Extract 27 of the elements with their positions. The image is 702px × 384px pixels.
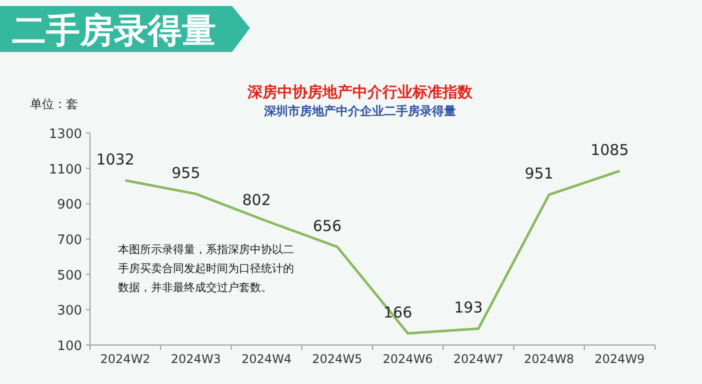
y-tick-label: 100 xyxy=(57,339,82,354)
x-tick-label: 2024W6 xyxy=(382,352,433,366)
chart-subtitle: 深房中协房地产中介行业标准指数 xyxy=(246,83,474,101)
data-label: 802 xyxy=(242,190,271,209)
data-label: 1032 xyxy=(96,150,134,168)
x-tick-label: 2024W8 xyxy=(524,352,574,366)
annotation: 本图所示录得量，系指深房中协以二手房买卖合同发起时间为口径统计的数据，并非最终成交过户套数。 xyxy=(118,243,294,294)
y-tick-label: 500 xyxy=(57,268,82,284)
x-tick-label: 2024W9 xyxy=(594,352,645,366)
data-label: 193 xyxy=(454,298,483,317)
data-label: 656 xyxy=(312,216,342,235)
y-tick-label: 300 xyxy=(57,304,82,319)
data-label: 1085 xyxy=(590,140,629,159)
y-tick-label: 1300 xyxy=(48,127,82,142)
x-tick-label: 2024W3 xyxy=(170,352,221,366)
y-tick-label: 1100 xyxy=(48,162,82,178)
data-label: 955 xyxy=(172,164,200,182)
x-tick-label: 2024W5 xyxy=(312,352,362,366)
x-tick-label: 2024W7 xyxy=(453,352,504,366)
y-tick-label: 900 xyxy=(57,198,82,213)
y-axis-title: 单位：套 xyxy=(30,97,78,111)
y-tick-label: 700 xyxy=(57,233,82,248)
x-tick-label: 2024W4 xyxy=(242,352,292,366)
data-label: 951 xyxy=(524,164,554,183)
text: 深圳市房地产中介企业二手房录得量 xyxy=(263,104,456,118)
x-tick-label: 2024W2 xyxy=(100,352,150,366)
chart-title: 二手房录得量 xyxy=(12,11,216,51)
